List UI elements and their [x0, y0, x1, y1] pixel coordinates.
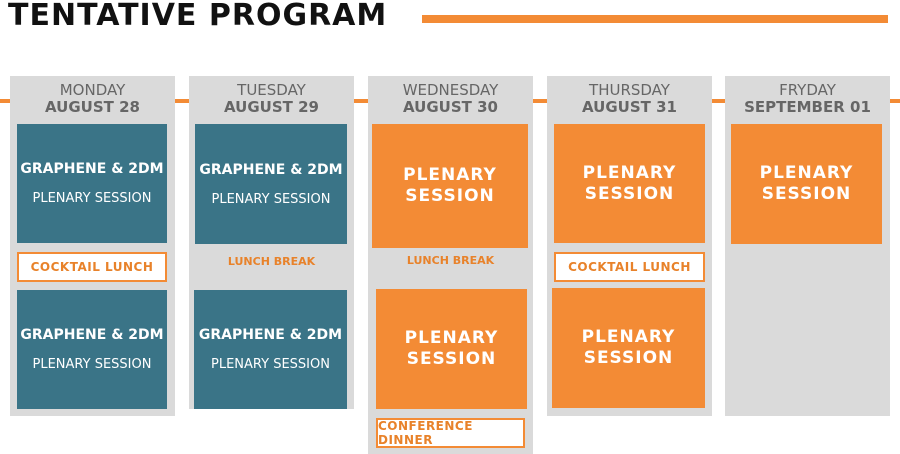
day-name: MONDAY	[59, 81, 126, 99]
title-accent-bar	[422, 15, 888, 23]
cocktail-lunch: COCKTAIL LUNCH	[554, 252, 705, 282]
day-name: TUESDAY	[237, 81, 306, 99]
session-block[interactable]: GRAPHENE & 2DM PLENARY SESSION	[17, 124, 167, 243]
plenary-session-block[interactable]: PLENARY SESSION	[731, 124, 882, 244]
day-name: THURSDAY	[589, 81, 670, 99]
day-name: WEDNESDAY	[402, 81, 499, 99]
session-title: PLENARY	[759, 163, 854, 183]
day-column-tuesday: TUESDAY AUGUST 29 GRAPHENE & 2DM PLENARY S…	[189, 76, 354, 409]
session-subtitle: PLENARY SESSION	[211, 357, 330, 372]
session-title: SESSION	[405, 186, 495, 206]
session-title: PLENARY	[403, 165, 497, 185]
session-title: GRAPHENE & 2DM	[20, 161, 164, 177]
day-date: SEPTEMBER 01	[744, 98, 871, 116]
lunch-break: LUNCH BREAK	[406, 254, 495, 267]
day-column-monday: MONDAY AUGUST 28 GRAPHENE & 2DM PLENARY SE…	[10, 76, 175, 416]
session-subtitle: PLENARY SESSION	[32, 357, 152, 372]
plenary-session-block[interactable]: PLENARY SESSION	[372, 124, 528, 248]
session-title: PLENARY	[582, 162, 677, 183]
lunch-break: LUNCH BREAK	[227, 255, 316, 268]
session-block[interactable]: GRAPHENE & 2DM PLENARY SESSION	[17, 290, 167, 409]
session-title: PLENARY	[581, 327, 676, 347]
session-block[interactable]: GRAPHENE & 2DM PLENARY SESSION	[194, 290, 347, 409]
session-subtitle: PLENARY SESSION	[32, 191, 152, 206]
session-title: PLENARY	[404, 328, 499, 348]
day-name: FRYDAY	[779, 81, 836, 99]
plenary-session-block[interactable]: PLENARY SESSION	[376, 289, 527, 409]
session-title: SESSION	[406, 349, 497, 369]
day-date: AUGUST 30	[403, 98, 498, 116]
day-date: AUGUST 31	[582, 98, 677, 116]
conference-dinner: CONFERENCE DINNER	[376, 418, 525, 448]
day-date: AUGUST 29	[224, 98, 319, 116]
day-date: AUGUST 28	[45, 98, 140, 116]
session-title: GRAPHENE & 2DM	[199, 161, 343, 178]
session-title: SESSION	[761, 184, 852, 204]
page-title: TENTATIVE PROGRAM	[8, 0, 388, 33]
session-title: GRAPHENE & 2DM	[198, 327, 343, 343]
session-title: GRAPHENE & 2DM	[20, 327, 164, 343]
session-block[interactable]: GRAPHENE & 2DM PLENARY SESSION	[195, 124, 347, 244]
day-column-thursday: THURSDAY AUGUST 31 PLENARY SESSION COCKTAI…	[547, 76, 712, 416]
day-column-wednesday: WEDNESDAY AUGUST 30 PLENARY SESSION LUNCH …	[368, 76, 533, 454]
session-subtitle: PLENARY SESSION	[211, 191, 331, 207]
day-column-friday: FRYDAY SEPTEMBER 01 PLENARY SESSION	[725, 76, 890, 416]
plenary-session-block[interactable]: PLENARY SESSION	[552, 288, 705, 408]
cocktail-lunch: COCKTAIL LUNCH	[17, 252, 167, 282]
session-title: SESSION	[584, 183, 675, 204]
session-title: SESSION	[583, 348, 674, 368]
plenary-session-block[interactable]: PLENARY SESSION	[554, 124, 705, 243]
